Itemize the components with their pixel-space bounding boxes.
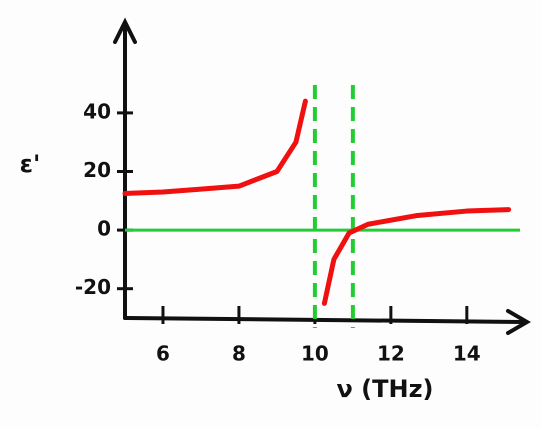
chart: ε' ν (THz) 40 20 0 -20 6 8 10 12 14	[0, 0, 541, 429]
y-tick-label: 20	[83, 158, 111, 182]
x-tick-label: 12	[377, 342, 405, 366]
x-tick-label: 8	[232, 342, 246, 366]
page: {"chart_data": {"type": "line", "x_label…	[0, 0, 541, 429]
y-tick-label: -20	[75, 275, 111, 299]
x-axis-label: ν (THz)	[336, 375, 433, 403]
y-tick-label: 0	[97, 217, 111, 241]
y-tick-label: 40	[83, 99, 111, 123]
x-tick-label: 14	[453, 342, 481, 366]
x-axis	[125, 318, 525, 322]
x-tick-label: 6	[156, 342, 170, 366]
axes	[115, 22, 527, 333]
x-tick-label: 10	[301, 342, 329, 366]
y-axis-label: ε'	[20, 150, 41, 178]
